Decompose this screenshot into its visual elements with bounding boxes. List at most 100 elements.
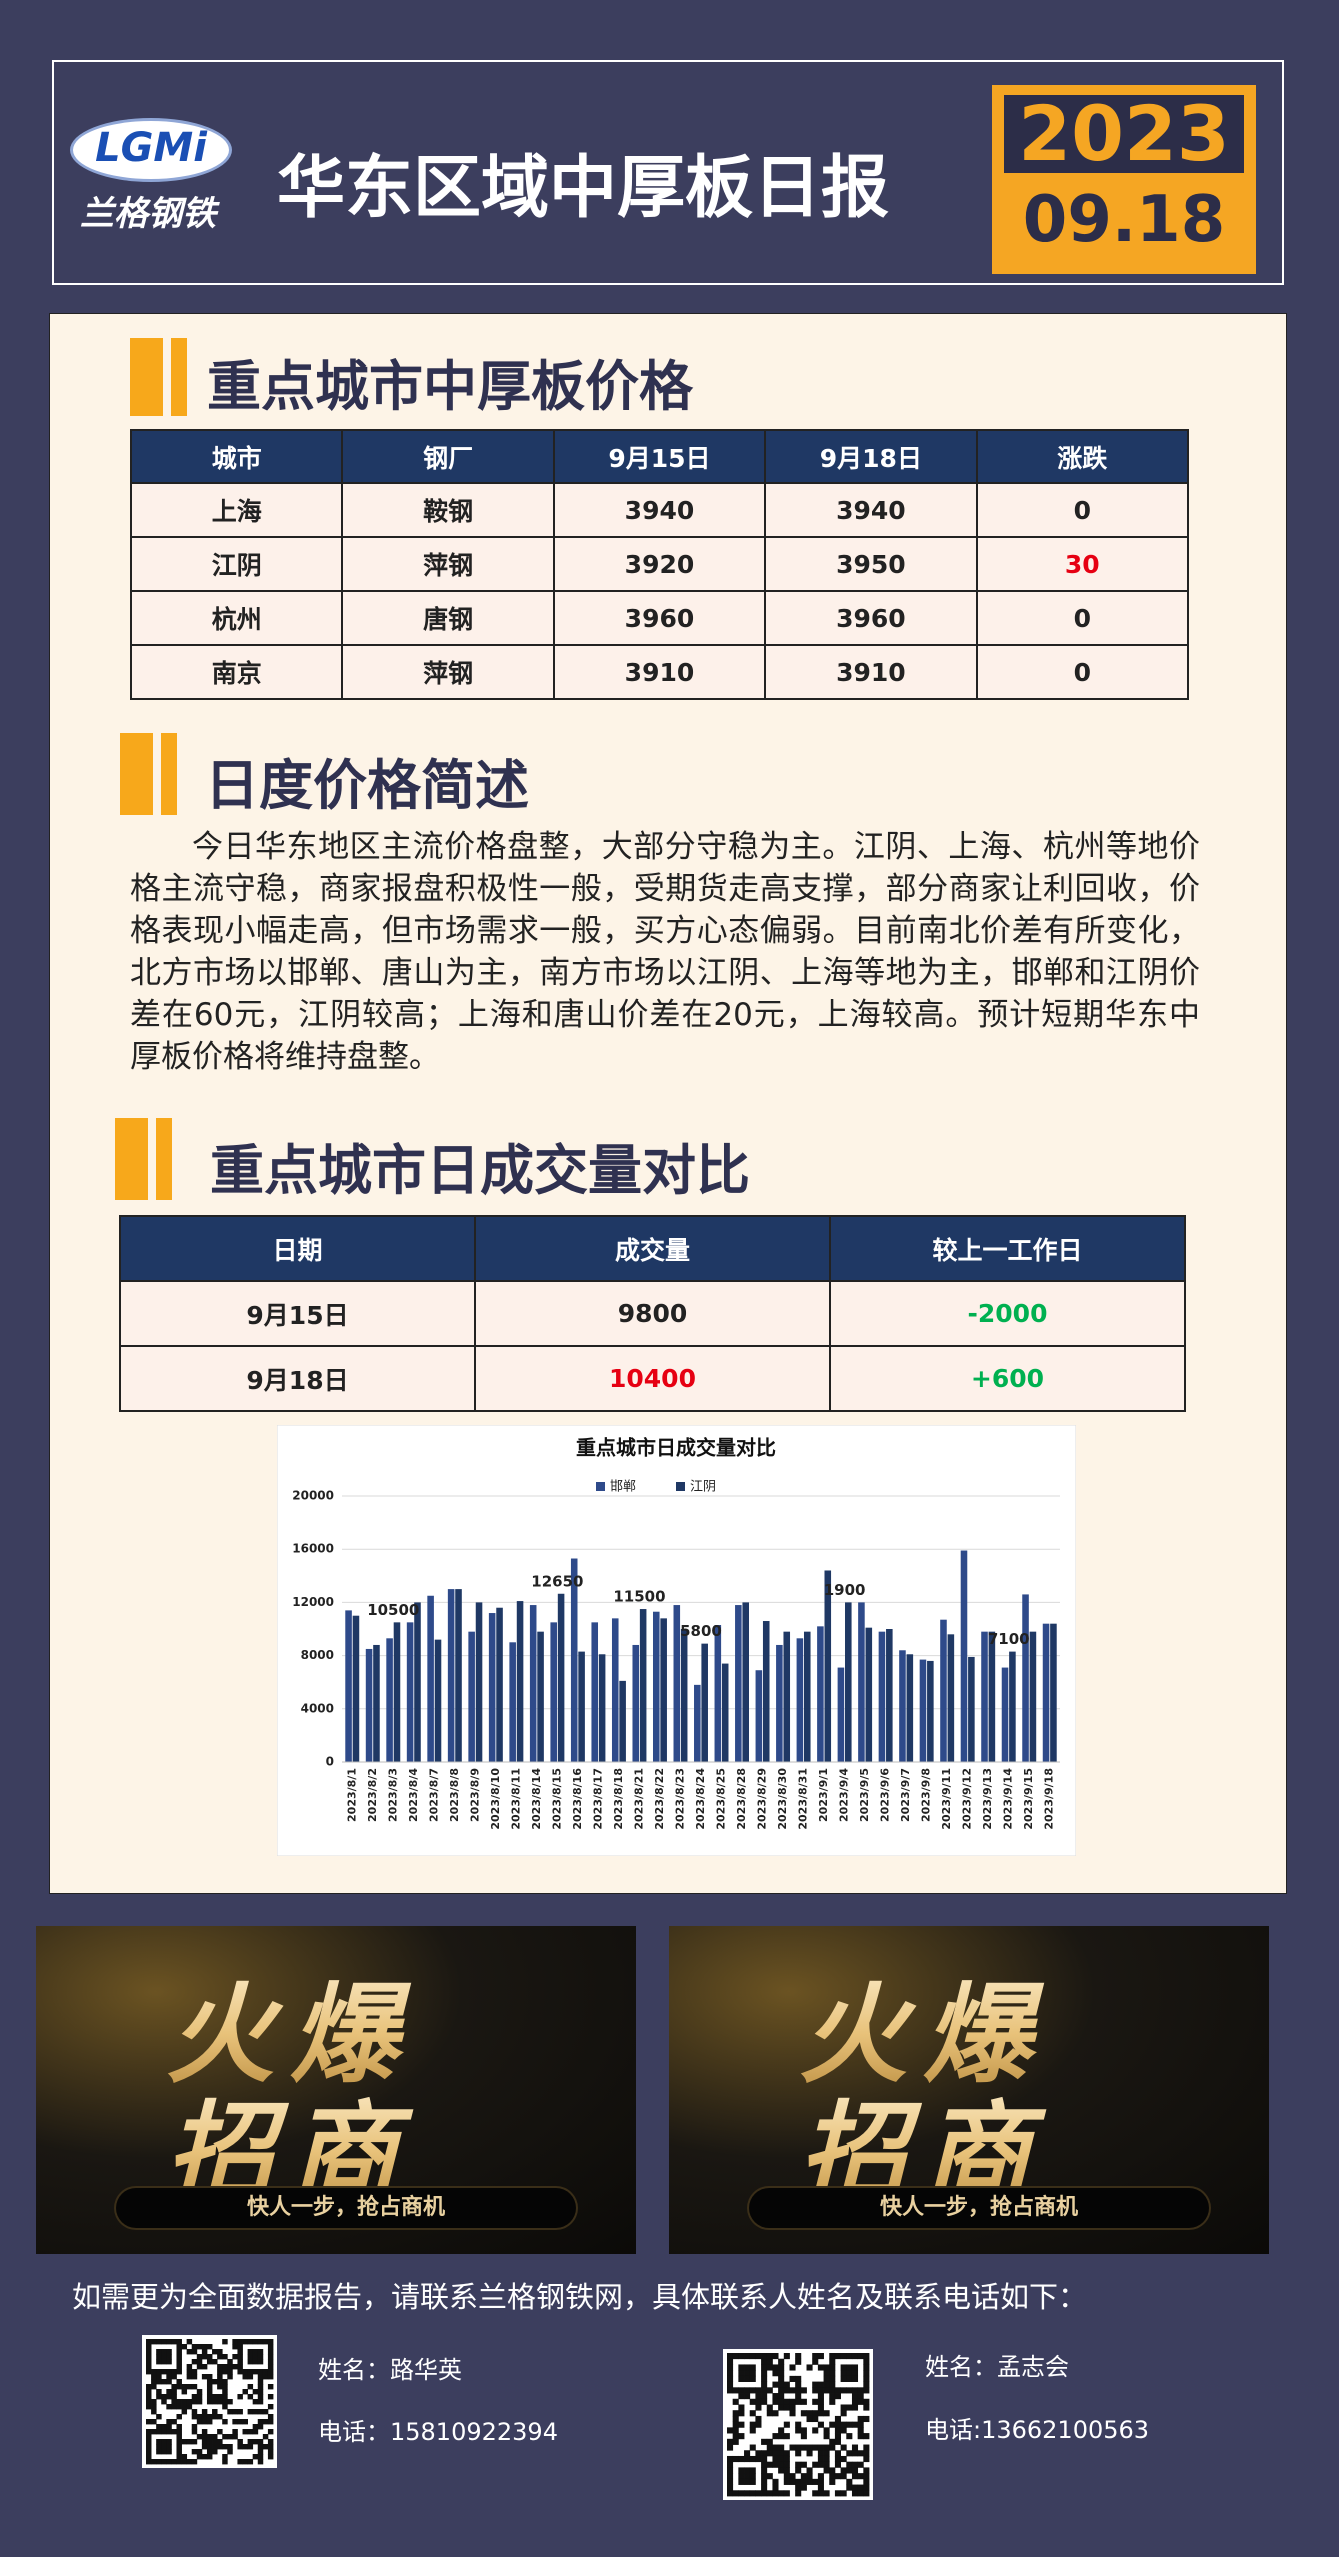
qr-module — [829, 2478, 836, 2485]
bar — [529, 1605, 537, 1762]
qr-module — [840, 2490, 847, 2497]
qr-module — [829, 2370, 836, 2377]
x-tick-label: 2023/9/18 — [1043, 1768, 1056, 1830]
qr-module — [247, 2349, 254, 2355]
qr-module — [727, 2455, 734, 2463]
qr-module — [171, 2394, 177, 2400]
qr-module — [829, 2393, 836, 2400]
legend-label: 江阴 — [690, 1480, 716, 1495]
qr-module — [744, 2467, 751, 2474]
qr-module — [766, 2450, 773, 2457]
qr-module — [176, 2369, 182, 2375]
table-cell: 唐钢 — [341, 590, 555, 646]
qr-module — [201, 2429, 208, 2435]
qr-module — [156, 2394, 162, 2400]
report-title: 华东区域中厚板日报 — [277, 149, 890, 228]
bar — [434, 1639, 442, 1762]
qr-module — [766, 2364, 773, 2371]
qr-module — [146, 2344, 152, 2350]
qr-module — [812, 2358, 819, 2365]
qr-module — [795, 2484, 802, 2491]
qr-module — [257, 2379, 264, 2385]
qr-module — [846, 2353, 853, 2360]
qr-module — [863, 2353, 870, 2360]
qr-module — [267, 2439, 274, 2445]
qr-module — [800, 2427, 807, 2434]
qr-module — [749, 2444, 756, 2451]
qr-module — [817, 2490, 824, 2497]
qr-module — [823, 2433, 830, 2440]
bar — [570, 1558, 578, 1762]
qr-module — [829, 2364, 836, 2371]
qr-module — [749, 2410, 756, 2417]
qr-module — [267, 2384, 274, 2390]
qr-module — [829, 2353, 836, 2360]
qr-module — [778, 2370, 785, 2377]
qr-module — [727, 2364, 734, 2371]
qr-module — [212, 2444, 218, 2450]
qr-module — [749, 2353, 756, 2360]
qr-module — [222, 2454, 228, 2460]
qr-module — [166, 2359, 172, 2365]
qr-module — [206, 2439, 213, 2445]
qr-module — [789, 2404, 796, 2411]
qr-module — [196, 2359, 203, 2365]
qr-module — [176, 2434, 182, 2440]
qr-module — [727, 2381, 734, 2388]
qr-module — [823, 2410, 830, 2417]
qr-module — [727, 2444, 734, 2451]
qr-module — [851, 2473, 859, 2480]
qr-module — [812, 2427, 819, 2434]
qr-module — [171, 2404, 177, 2410]
qr-module — [171, 2374, 177, 2380]
qr-module — [232, 2364, 238, 2370]
qr-module — [262, 2369, 269, 2375]
qr-module — [222, 2369, 228, 2375]
qr-module — [817, 2364, 824, 2371]
qr-module — [227, 2359, 233, 2365]
qr-module — [232, 2339, 238, 2345]
section-marker — [156, 1118, 172, 1200]
bar — [906, 1654, 914, 1762]
qr-module — [738, 2467, 745, 2474]
qr-module — [857, 2387, 864, 2394]
x-tick-label: 2023/8/4 — [407, 1768, 420, 1822]
x-tick-label: 2023/8/1 — [345, 1768, 358, 1822]
qr-module — [206, 2419, 213, 2425]
qr-module — [217, 2364, 223, 2370]
qr-module — [840, 2404, 847, 2411]
qr-module — [863, 2484, 870, 2491]
qr-module — [206, 2389, 213, 2395]
qr-module — [146, 2369, 152, 2375]
contact-name: 姓名：孟志会 — [925, 2353, 1069, 2381]
qr-module — [267, 2449, 274, 2455]
qr-module — [834, 2353, 841, 2360]
bar — [694, 1684, 701, 1762]
qr-module — [846, 2461, 853, 2468]
y-tick-label: 8000 — [301, 1648, 334, 1662]
qr-module — [829, 2473, 836, 2480]
date-box: 2023 09.18 — [992, 85, 1256, 274]
qr-module — [206, 2454, 213, 2460]
header-row: 日期 成交量 较上一工作日 — [119, 1215, 1186, 1282]
qr-module — [806, 2467, 813, 2474]
qr-module — [755, 2490, 762, 2497]
legend-swatch — [596, 1482, 605, 1491]
bar — [475, 1602, 483, 1762]
qr-module — [857, 2398, 864, 2405]
qr-module — [156, 2369, 162, 2375]
x-tick-label: 2023/9/1 — [817, 1768, 830, 1822]
annotation: 11500 — [613, 1588, 665, 1606]
bar — [680, 1629, 688, 1762]
qr-module — [778, 2358, 785, 2365]
qr-module — [191, 2399, 198, 2405]
qr-module — [761, 2455, 768, 2463]
qr-module — [761, 2381, 768, 2388]
qr-module — [191, 2429, 198, 2435]
qr-module — [823, 2450, 830, 2457]
bar — [639, 1609, 647, 1762]
table-cell: +600 — [829, 1345, 1186, 1412]
qr-module — [783, 2398, 790, 2405]
qr-module — [222, 2389, 228, 2395]
qr-module — [227, 2409, 233, 2415]
